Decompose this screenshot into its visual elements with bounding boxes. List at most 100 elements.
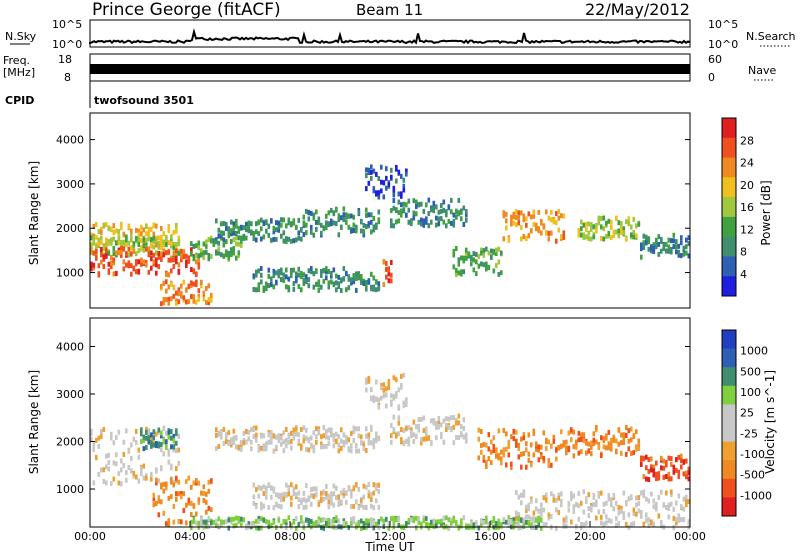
data-cell (367, 489, 371, 495)
noise-left-label: N.Sky (5, 30, 37, 43)
data-cell (282, 430, 286, 436)
data-cell (525, 519, 528, 525)
data-cell (165, 288, 168, 294)
data-cell (565, 439, 568, 445)
data-cell (297, 230, 301, 236)
data-cell (205, 239, 208, 245)
data-cell (665, 505, 668, 510)
data-cell (165, 242, 168, 248)
data-cell (650, 464, 653, 470)
data-cell (95, 254, 98, 260)
data-cell (610, 502, 613, 508)
data-cell (332, 210, 336, 216)
data-cell (320, 434, 323, 440)
data-cell (587, 513, 591, 519)
data-cell (655, 460, 658, 466)
power-y-axis-label: Slant Range [km] (27, 161, 41, 265)
data-cell (372, 224, 376, 230)
data-cell (527, 211, 531, 217)
data-cell (255, 525, 258, 531)
data-cell (522, 432, 526, 437)
data-cell (265, 281, 268, 287)
data-cell (275, 227, 278, 233)
data-cell (502, 213, 506, 219)
data-cell (90, 232, 93, 238)
data-cell (150, 241, 153, 246)
data-cell (422, 218, 426, 224)
data-cell (337, 274, 341, 280)
data-cell (312, 430, 316, 436)
data-cell (187, 500, 191, 506)
data-cell (257, 447, 261, 452)
data-cell (610, 518, 613, 524)
data-cell (447, 204, 451, 210)
data-cell (177, 299, 181, 305)
data-cell (405, 425, 408, 431)
colorbar-tick-label: 16 (740, 201, 754, 214)
data-cell (342, 212, 346, 218)
data-cell (165, 237, 168, 242)
data-cell (645, 512, 648, 518)
data-cell (262, 491, 266, 496)
data-cell (360, 228, 363, 234)
data-cell (330, 519, 333, 524)
data-cell (682, 245, 686, 251)
data-cell (225, 519, 228, 525)
data-cell (590, 440, 593, 446)
data-cell (570, 519, 573, 525)
data-cell (545, 230, 548, 236)
data-cell (330, 432, 333, 438)
data-cell (200, 516, 203, 522)
data-cell (92, 265, 96, 271)
data-cell (360, 498, 363, 504)
data-cell (420, 440, 423, 446)
data-cell (450, 427, 453, 433)
data-cell (530, 442, 533, 448)
data-cell (527, 514, 531, 520)
data-cell (397, 199, 401, 205)
data-cell (480, 250, 483, 256)
data-cell (612, 506, 616, 512)
data-cell (150, 435, 153, 441)
data-cell (210, 520, 213, 526)
data-cell (100, 252, 103, 257)
data-cell (402, 403, 406, 409)
data-cell (235, 223, 238, 229)
data-cell (250, 446, 253, 452)
data-cell (630, 437, 633, 443)
data-cell (350, 213, 353, 219)
beam-title: Beam 11 (356, 1, 423, 19)
data-cell (475, 259, 478, 265)
data-cell (135, 236, 138, 242)
data-cell (362, 521, 366, 526)
data-cell (340, 224, 343, 230)
data-cell (500, 456, 503, 462)
data-cell (197, 499, 201, 505)
data-cell (152, 231, 156, 237)
data-cell (230, 247, 233, 253)
data-cell (300, 270, 303, 276)
data-cell (377, 285, 381, 291)
data-cell (347, 224, 351, 230)
data-cell (452, 252, 456, 258)
data-cell (157, 512, 161, 518)
data-cell (460, 518, 463, 524)
data-cell (205, 509, 208, 515)
data-cell (115, 240, 118, 246)
data-cell (270, 237, 273, 243)
data-cell (465, 217, 468, 223)
data-cell (295, 276, 298, 281)
data-cell (372, 490, 376, 496)
data-cell (487, 432, 491, 438)
data-cell (197, 294, 201, 299)
data-cell (197, 520, 201, 526)
data-cell (275, 270, 278, 276)
data-cell (590, 236, 593, 242)
data-cell (297, 235, 301, 241)
data-cell (300, 287, 303, 293)
data-cell (202, 519, 206, 525)
data-cell (447, 525, 451, 531)
data-cell (337, 281, 341, 287)
data-cell (347, 213, 351, 219)
data-cell (310, 493, 313, 499)
